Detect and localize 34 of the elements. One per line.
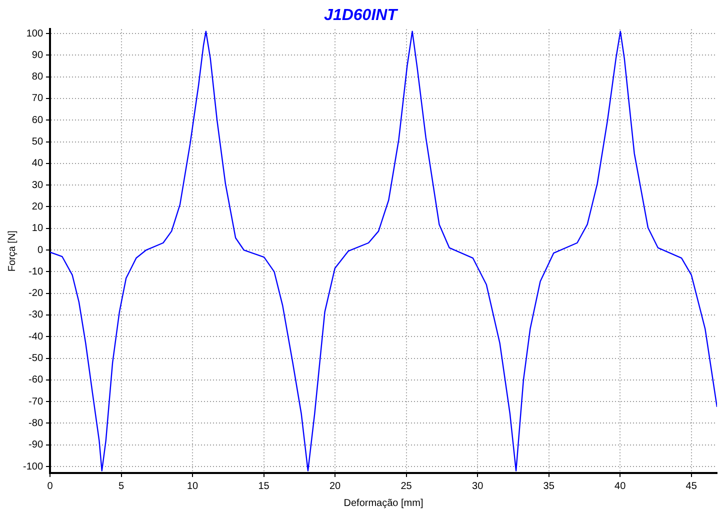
y-tick-label: 50 [32,136,44,148]
y-tick-label: 80 [32,72,44,83]
y-tick-label: -70 [28,396,44,408]
x-tick-label: 0 [47,480,54,492]
x-tick-label: 45 [686,480,698,492]
x-tick-label: 10 [186,480,199,492]
y-tick-label: -90 [28,440,44,451]
y-tick-label: 0 [37,244,44,256]
y-tick-label: 40 [32,158,44,170]
y-tick-label: 10 [32,223,44,234]
x-tick-label: 35 [543,480,555,492]
x-tick-label: 40 [614,480,626,492]
y-tick-label: -40 [28,331,44,342]
y-tick-label: 30 [32,180,44,191]
y-tick-label: -20 [28,288,44,300]
y-tick-label: 70 [32,93,44,104]
y-tick-label: 20 [32,201,44,212]
y-axis-title: Força [N] [6,230,18,272]
y-tick-label: 60 [32,114,44,126]
y-tick-label: -60 [28,374,44,386]
y-tick-label: -50 [28,353,44,364]
y-tick-label: 90 [32,50,44,61]
x-tick-label: 30 [472,480,484,492]
x-tick-label: 25 [400,480,412,492]
y-tick-label: 100 [26,28,44,40]
y-tick-label: -80 [28,418,44,429]
y-tick-label: -100 [23,461,44,472]
x-axis-title: Deformação [mm] [344,498,424,509]
y-tick-label: -10 [28,266,44,278]
y-tick-label: -30 [28,310,44,321]
x-tick-label: 20 [329,480,342,492]
x-tick-label: 15 [258,480,270,492]
chart-title: J1D60INT [324,7,398,24]
x-tick-label: 5 [118,480,124,492]
